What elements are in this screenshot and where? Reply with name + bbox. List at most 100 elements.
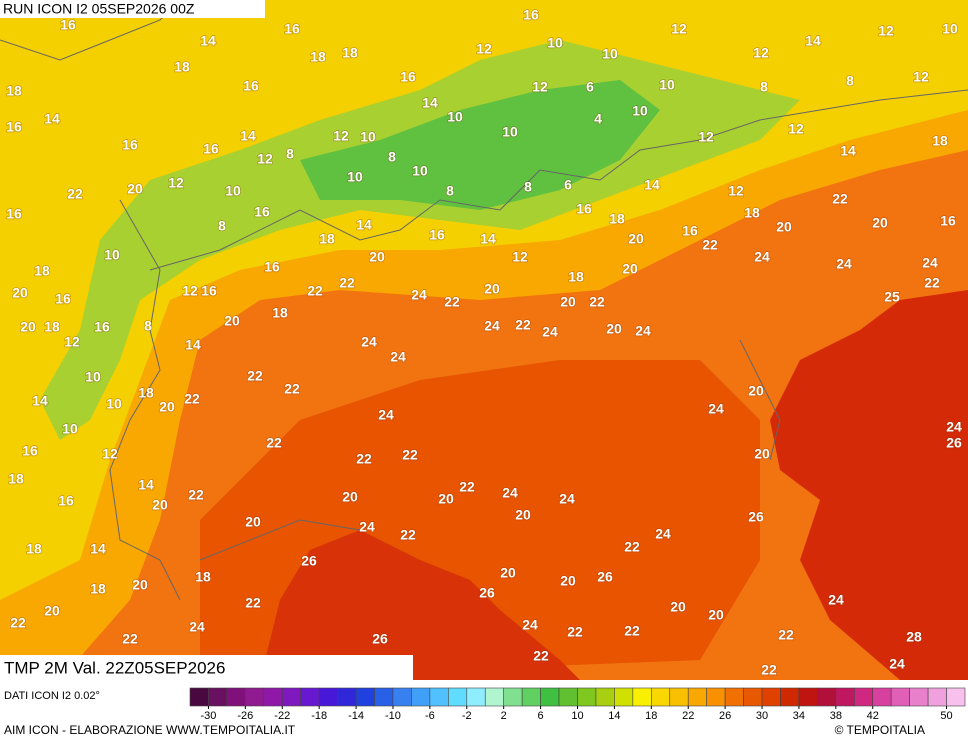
colorbar-tick-label: 42 bbox=[867, 710, 879, 722]
colorbar-tick-label: 10 bbox=[571, 710, 583, 722]
temp-label: 14 bbox=[138, 477, 154, 493]
temp-label: 18 bbox=[90, 581, 106, 597]
temp-label: 14 bbox=[32, 393, 48, 409]
temp-label: 16 bbox=[203, 141, 219, 157]
temp-label: 18 bbox=[138, 385, 154, 401]
temp-label: 22 bbox=[832, 191, 848, 207]
colorbar-swatch bbox=[484, 687, 504, 707]
temp-label: 12 bbox=[333, 128, 349, 144]
temperature-labels: 16 14 16 18 18 16 18 18 16 14 16 16 14 12 8 12 10 8 10 10 8 1… bbox=[5, 6, 962, 679]
temp-label: 10 bbox=[347, 169, 363, 185]
colorbar-swatch bbox=[263, 687, 283, 707]
temp-label: 22 bbox=[400, 527, 416, 543]
colorbar-swatch bbox=[577, 687, 597, 707]
colorbar-swatch bbox=[245, 687, 265, 707]
colorbar: -30 -26 -22 -18 -14 -10 -6 -2 2 6 10 14 18 22 26 30 34 38… bbox=[189, 687, 966, 722]
temp-label: 16 bbox=[400, 69, 416, 85]
temp-label: 10 bbox=[62, 421, 78, 437]
temp-label: 22 bbox=[356, 451, 372, 467]
temp-label: 14 bbox=[90, 541, 106, 557]
temp-label: 20 bbox=[628, 231, 644, 247]
temp-label: 8 bbox=[446, 183, 454, 199]
colorbar-swatch bbox=[835, 687, 855, 707]
temp-label: 24 bbox=[189, 619, 205, 635]
temp-label: 12 bbox=[913, 69, 929, 85]
temp-label: 14 bbox=[840, 143, 856, 159]
temp-label: 22 bbox=[624, 539, 640, 555]
temp-label: 10 bbox=[659, 77, 675, 93]
temp-label: 16 bbox=[940, 213, 956, 229]
temp-label: 18 bbox=[609, 211, 625, 227]
temp-label: 20 bbox=[872, 215, 888, 231]
colorbar-swatch bbox=[392, 687, 412, 707]
colorbar-swatch bbox=[595, 687, 615, 707]
colorbar-tick-label: 2 bbox=[501, 710, 507, 722]
temp-label: 18 bbox=[26, 541, 42, 557]
colorbar-swatch bbox=[909, 687, 929, 707]
colorbar-swatch bbox=[226, 687, 246, 707]
colorbar-swatch bbox=[429, 687, 449, 707]
temp-label: 12 bbox=[698, 129, 714, 145]
temp-label: 12 bbox=[168, 175, 184, 191]
temp-label: 20 bbox=[754, 446, 770, 462]
temp-label: 16 bbox=[6, 119, 22, 135]
temp-label: 10 bbox=[602, 46, 618, 62]
temp-label: 22 bbox=[184, 391, 200, 407]
temp-label: 10 bbox=[225, 183, 241, 199]
temp-label: 20 bbox=[606, 321, 622, 337]
colorbar-swatch bbox=[927, 687, 947, 707]
temp-label: 10 bbox=[104, 247, 120, 263]
temp-label: 12 bbox=[532, 79, 548, 95]
temp-label: 16 bbox=[284, 21, 300, 37]
temp-label: 24 bbox=[502, 485, 518, 501]
temp-label: 22 bbox=[515, 317, 531, 333]
colorbar-swatch bbox=[318, 687, 338, 707]
temp-label: 20 bbox=[515, 507, 531, 523]
colorbar-tick-label: 22 bbox=[682, 710, 694, 722]
temp-label: 28 bbox=[906, 629, 922, 645]
temp-label: 14 bbox=[200, 33, 216, 49]
temp-label: 14 bbox=[480, 231, 496, 247]
temp-label: 16 bbox=[576, 201, 592, 217]
temp-label: 6 bbox=[586, 79, 594, 95]
temp-label: 12 bbox=[64, 334, 80, 350]
temp-label: 22 bbox=[459, 479, 475, 495]
temp-label: 12 bbox=[512, 249, 528, 265]
temp-label: 12 bbox=[671, 21, 687, 37]
colorbar-tick-label: -6 bbox=[425, 710, 435, 722]
temp-label: 20 bbox=[560, 573, 576, 589]
colorbar-tick-label: 6 bbox=[538, 710, 544, 722]
colorbar-swatch bbox=[706, 687, 726, 707]
temp-label: 16 bbox=[254, 204, 270, 220]
temp-label: 16 bbox=[122, 137, 138, 153]
temp-label: 22 bbox=[624, 623, 640, 639]
temp-label: 24 bbox=[754, 249, 770, 265]
temp-label: 14 bbox=[805, 33, 821, 49]
temp-label: 24 bbox=[522, 617, 538, 633]
colorbar-tick-label: 30 bbox=[756, 710, 768, 722]
temp-label: 16 bbox=[94, 319, 110, 335]
temp-label: 18 bbox=[568, 269, 584, 285]
temp-label: 16 bbox=[429, 227, 445, 243]
temp-label: 8 bbox=[218, 218, 226, 234]
temp-label: 16 bbox=[201, 283, 217, 299]
temp-label: 10 bbox=[85, 369, 101, 385]
temp-label: 20 bbox=[342, 489, 358, 505]
temp-label: 20 bbox=[622, 261, 638, 277]
colorbar-swatch bbox=[651, 687, 671, 707]
temp-label: 14 bbox=[356, 217, 372, 233]
temp-label: 24 bbox=[411, 287, 427, 303]
temp-label: 22 bbox=[924, 275, 940, 291]
colorbar-swatch bbox=[540, 687, 560, 707]
temp-label: 8 bbox=[524, 179, 532, 195]
temp-label: 18 bbox=[310, 49, 326, 65]
map-background bbox=[0, 0, 968, 680]
colorbar-swatch bbox=[281, 687, 302, 707]
temp-label: 10 bbox=[412, 163, 428, 179]
colorbar-swatch bbox=[355, 687, 375, 707]
colorbar-swatch bbox=[208, 687, 228, 707]
colorbar-swatch bbox=[761, 687, 781, 707]
colorbar-swatch bbox=[853, 687, 874, 707]
colorbar-swatch bbox=[743, 687, 763, 707]
